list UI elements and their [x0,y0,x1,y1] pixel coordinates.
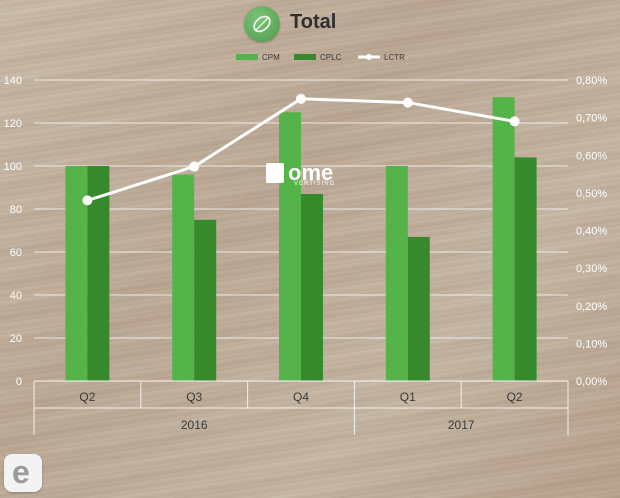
y-left-tick-label: 80 [10,204,22,216]
x-tick-label: Q2 [79,390,95,404]
y-right-tick-label: 0,00% [576,376,607,388]
bar-cplc [514,157,537,381]
bar-cplc [407,236,430,381]
y-left-tick-label: 100 [4,161,22,173]
y-right-tick-label: 0,40% [576,226,607,238]
bar-cpm [385,166,408,381]
legend-label: LCTR [384,53,405,62]
bar-cpm [172,174,195,381]
legend-swatch [236,54,258,60]
y-right-tick-label: 0,70% [576,113,607,125]
bar-cplc [301,193,323,381]
legend-label: CPLC [320,53,342,62]
y-right-tick-label: 0,50% [576,188,607,200]
watermark-text: ome [288,160,334,185]
bar-cpm [492,97,515,381]
brand-logo-icon: e [4,454,42,492]
point-lctr [509,116,520,127]
leaf-icon [244,6,280,42]
y-right-tick-label: 0,30% [576,263,607,275]
y-left-tick-label: 40 [10,290,22,302]
y-right-tick-label: 0,20% [576,301,607,313]
y-left-tick-label: 20 [10,333,22,345]
x-group-label: 2017 [448,418,475,432]
x-tick-label: Q4 [293,390,309,404]
legend-label: CPM [262,53,280,62]
y-left-tick-label: 120 [4,118,22,130]
axes: 0 20 40 60 80 100 120 140 0,00% 0,10% 0,20% 0,30% 0,… [4,75,607,435]
bar-cplc [194,219,217,381]
watermark-logo: ome VERTISING [266,160,356,188]
watermark-subtext: VERTISING [294,181,336,187]
y-left-tick-label: 140 [4,75,22,87]
bar-series [65,97,537,381]
x-tick-label: Q2 [507,390,523,404]
x-group-label: 2016 [181,418,208,432]
y-right-tick-label: 0,60% [576,150,607,162]
y-right-tick-label: 0,80% [576,75,607,87]
y-left-tick-label: 60 [10,247,22,259]
brand-logo-letter: e [12,454,30,490]
y-left-tick-label: 0 [16,376,22,388]
line-series [82,93,520,206]
legend-marker [366,54,372,60]
point-lctr [296,93,306,104]
legend: CPM CPLC LCTR [236,53,405,62]
bar-cpm [279,112,301,381]
x-tick-label: Q3 [186,390,202,404]
point-lctr [402,97,413,108]
bar-cplc [87,166,110,381]
bar-cpm [65,166,88,381]
chart-header: Total [0,4,620,44]
x-tick-label: Q1 [400,390,416,404]
point-lctr [189,161,200,172]
legend-swatch [294,54,316,60]
chart-title: Total [290,11,337,33]
point-lctr [82,195,93,206]
y-right-tick-label: 0,10% [576,338,607,350]
